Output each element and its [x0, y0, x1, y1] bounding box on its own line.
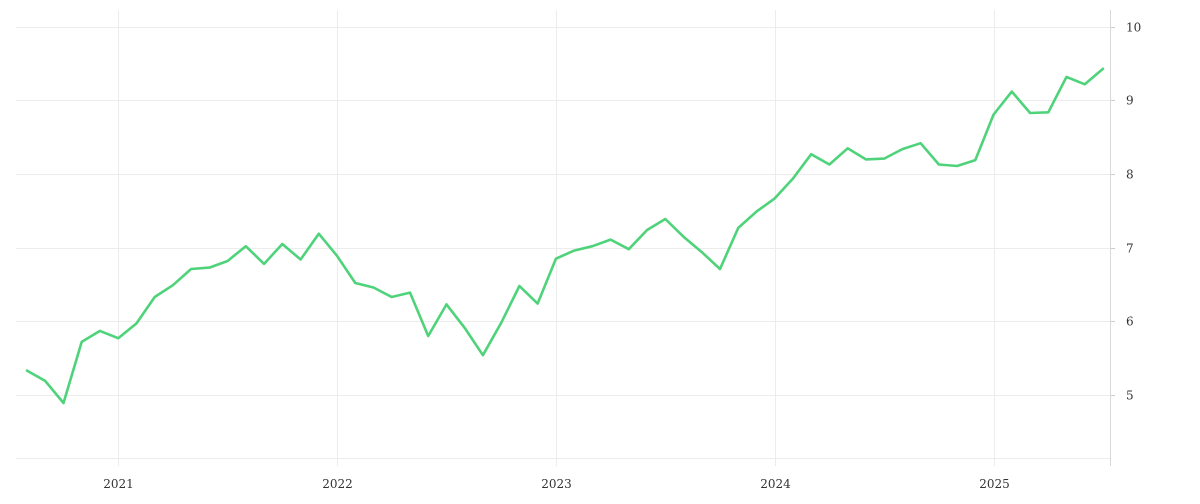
- y-tick-label: 6: [1126, 315, 1134, 329]
- y-tick-label: 5: [1126, 389, 1134, 403]
- x-tick-label: 2024: [760, 477, 791, 491]
- y-tick-label: 8: [1126, 168, 1134, 182]
- y-tick-label: 10: [1126, 21, 1141, 35]
- y-tick-label: 9: [1126, 94, 1134, 108]
- series-line: [25, 67, 1105, 405]
- x-tick-label: 2025: [979, 477, 1010, 491]
- x-tick-label: 2022: [322, 477, 353, 491]
- y-tick-label: 7: [1126, 242, 1134, 256]
- x-tick-label: 2023: [541, 477, 572, 491]
- x-tick-label: 2021: [103, 477, 134, 491]
